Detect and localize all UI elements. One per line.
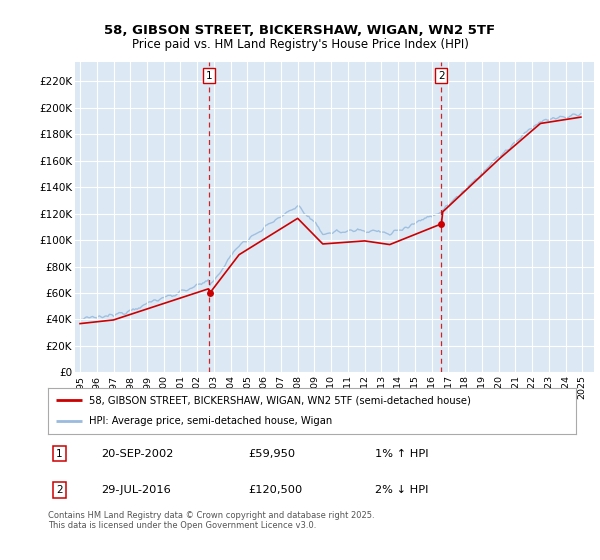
- Text: 1: 1: [206, 71, 212, 81]
- Text: £120,500: £120,500: [248, 485, 303, 494]
- Text: 2: 2: [438, 71, 445, 81]
- Text: Price paid vs. HM Land Registry's House Price Index (HPI): Price paid vs. HM Land Registry's House …: [131, 38, 469, 51]
- Text: 20-SEP-2002: 20-SEP-2002: [101, 449, 173, 459]
- Text: 1: 1: [56, 449, 63, 459]
- Text: 2% ↓ HPI: 2% ↓ HPI: [376, 485, 429, 494]
- Text: Contains HM Land Registry data © Crown copyright and database right 2025.
This d: Contains HM Land Registry data © Crown c…: [48, 511, 374, 530]
- Text: 1% ↑ HPI: 1% ↑ HPI: [376, 449, 429, 459]
- Text: 2: 2: [56, 485, 63, 494]
- Text: HPI: Average price, semi-detached house, Wigan: HPI: Average price, semi-detached house,…: [89, 417, 332, 427]
- Text: £59,950: £59,950: [248, 449, 296, 459]
- Text: 58, GIBSON STREET, BICKERSHAW, WIGAN, WN2 5TF: 58, GIBSON STREET, BICKERSHAW, WIGAN, WN…: [104, 24, 496, 36]
- Text: 58, GIBSON STREET, BICKERSHAW, WIGAN, WN2 5TF (semi-detached house): 58, GIBSON STREET, BICKERSHAW, WIGAN, WN…: [89, 395, 471, 405]
- Text: 29-JUL-2016: 29-JUL-2016: [101, 485, 170, 494]
